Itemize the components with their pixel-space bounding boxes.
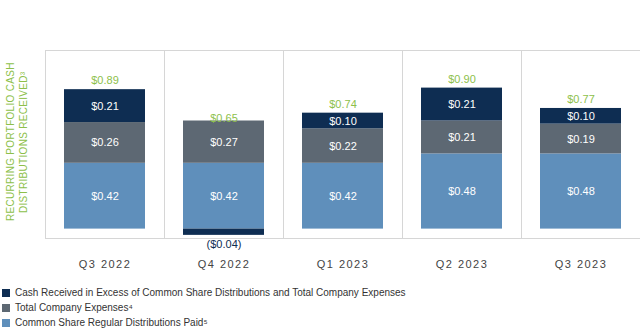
svg-text:$0.10: $0.10 (329, 115, 357, 127)
svg-text:$0.10: $0.10 (567, 110, 595, 122)
svg-text:$0.26: $0.26 (91, 136, 119, 148)
svg-text:$0.74: $0.74 (329, 98, 357, 110)
html-text:RECURRING PORTFOLIO CASH DISTR: RECURRING PORTFOLIO CASH DISTRIBUTIONS R… (5, 62, 29, 222)
svg-text:$0.48: $0.48 (567, 185, 595, 197)
svg-text:$0.21: $0.21 (448, 98, 476, 110)
svg-text:$0.89: $0.89 (91, 74, 119, 86)
svg-text:Q2 2023: Q2 2023 (436, 258, 489, 270)
html-text:Common Share Regular Distribut: Common Share Regular Distributions Paid⁵ (15, 317, 208, 328)
svg-text:Q1 2023: Q1 2023 (317, 258, 370, 270)
svg-text:$0.21: $0.21 (91, 100, 119, 112)
svg-text:$0.27: $0.27 (210, 136, 238, 148)
svg-text:$0.65: $0.65 (210, 112, 238, 124)
svg-text:Q3 2023: Q3 2023 (555, 258, 608, 270)
svg-text:$0.19: $0.19 (567, 133, 595, 145)
svg-text:($0.04): ($0.04) (207, 238, 242, 250)
html-text:Cash Received in Excess of Com: Cash Received in Excess of Common Share … (15, 287, 406, 298)
svg-text:$0.42: $0.42 (329, 190, 357, 202)
svg-text:Q4 2022: Q4 2022 (198, 258, 251, 270)
svg-text:$0.48: $0.48 (448, 185, 476, 197)
svg-text:$0.42: $0.42 (91, 190, 119, 202)
svg-text:$0.21: $0.21 (448, 131, 476, 143)
svg-text:$0.90: $0.90 (448, 73, 476, 85)
svg-text:$0.77: $0.77 (567, 93, 595, 105)
svg-text:Q3 2022: Q3 2022 (79, 258, 132, 270)
svg-text:$0.42: $0.42 (210, 190, 238, 202)
svg-text:$0.22: $0.22 (329, 140, 357, 152)
html-text:Total Company Expenses⁴: Total Company Expenses⁴ (15, 302, 133, 313)
